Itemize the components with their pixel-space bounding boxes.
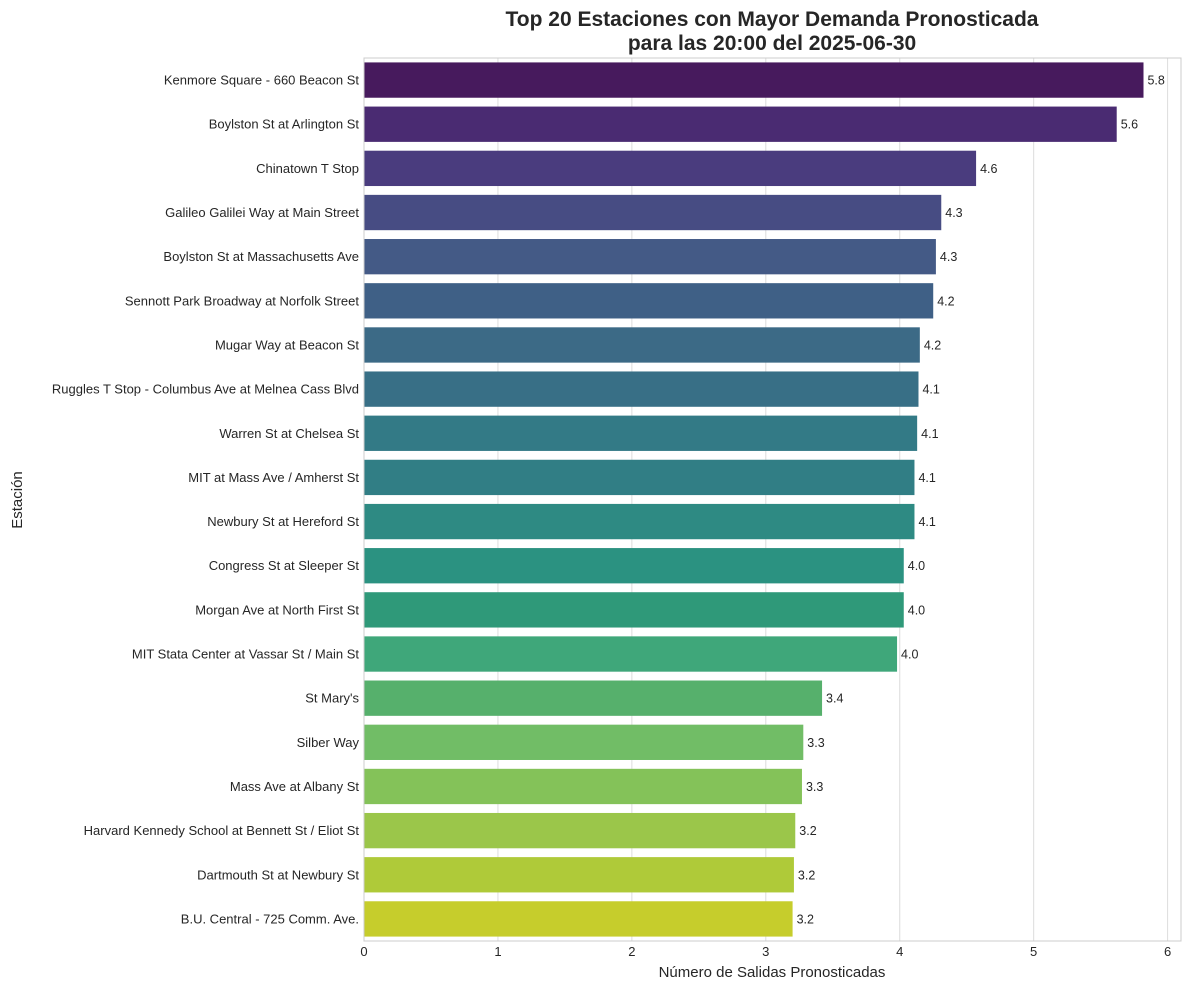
category-label: Morgan Ave at North First St bbox=[195, 602, 359, 617]
x-tick-label: 1 bbox=[494, 944, 501, 959]
bar-value-label: 5.8 bbox=[1147, 74, 1164, 88]
value-labels: 5.8 5.6 4.6 4.3 4.3 4.2 4.2 4.1 4.1 4.1 4.1 4.0 4.0 4… bbox=[797, 74, 1165, 927]
bar bbox=[364, 548, 904, 584]
bar-value-label: 4.1 bbox=[922, 383, 939, 397]
bar bbox=[364, 680, 823, 716]
category-label: Boylston St at Arlington St bbox=[209, 117, 360, 132]
bar bbox=[364, 62, 1144, 98]
bars-group bbox=[364, 62, 1144, 937]
category-label: MIT Stata Center at Vassar St / Main St bbox=[132, 647, 359, 662]
bar bbox=[364, 901, 793, 937]
bar-value-label: 3.4 bbox=[826, 692, 843, 706]
bar-value-label: 4.1 bbox=[918, 515, 935, 529]
bar-value-label: 4.3 bbox=[940, 250, 957, 264]
x-tick-labels: 0 1 2 3 4 5 6 bbox=[360, 944, 1171, 959]
bar-value-label: 5.6 bbox=[1121, 118, 1138, 132]
x-tick-label: 0 bbox=[360, 944, 367, 959]
category-label: Ruggles T Stop - Columbus Ave at Melnea … bbox=[52, 382, 359, 397]
bar-value-label: 4.0 bbox=[901, 648, 918, 662]
bar bbox=[364, 150, 977, 187]
category-label: MIT at Mass Ave / Amherst St bbox=[188, 470, 359, 485]
category-label: B.U. Central - 725 Comm. Ave. bbox=[181, 911, 359, 926]
bar bbox=[364, 327, 920, 363]
bar bbox=[364, 415, 918, 451]
bar bbox=[364, 812, 796, 849]
bar-value-label: 4.0 bbox=[908, 559, 925, 573]
category-label: Warren St at Chelsea St bbox=[219, 426, 359, 441]
category-label: Congress St at Sleeper St bbox=[209, 558, 360, 573]
bar bbox=[364, 768, 802, 805]
bar bbox=[364, 724, 804, 760]
y-axis-label: Estación bbox=[9, 471, 26, 529]
category-label: Mugar Way at Beacon St bbox=[215, 337, 359, 352]
bar-value-label: 3.2 bbox=[797, 912, 814, 926]
bar-value-label: 3.3 bbox=[807, 736, 824, 750]
bar-value-label: 3.2 bbox=[799, 824, 816, 838]
bar-value-label: 3.2 bbox=[798, 868, 815, 882]
x-tick-label: 2 bbox=[628, 944, 635, 959]
x-tick-label: 6 bbox=[1164, 944, 1171, 959]
bar-value-label: 4.3 bbox=[945, 206, 962, 220]
category-label: Harvard Kennedy School at Bennett St / E… bbox=[84, 823, 360, 838]
bar-value-label: 4.1 bbox=[921, 427, 938, 441]
plot-border bbox=[363, 57, 1182, 942]
bar bbox=[364, 636, 898, 672]
bar-value-label: 4.6 bbox=[980, 162, 997, 176]
grid-lines bbox=[363, 58, 1169, 941]
bar bbox=[364, 283, 934, 319]
y-category-labels: Kenmore Square - 660 Beacon St Boylston S… bbox=[52, 73, 360, 927]
bar bbox=[364, 503, 915, 540]
chart-title-line2: para las 20:00 del 2025-06-30 bbox=[628, 32, 916, 55]
category-label: Newbury St at Hereford St bbox=[207, 514, 359, 529]
plot-frame bbox=[363, 57, 1182, 942]
x-tick-label: 4 bbox=[896, 944, 903, 959]
bar-value-label: 4.0 bbox=[908, 603, 925, 617]
bar bbox=[364, 239, 936, 275]
x-tick-label: 5 bbox=[1030, 944, 1037, 959]
bar-value-label: 4.2 bbox=[924, 338, 941, 352]
x-tick-label: 3 bbox=[762, 944, 769, 959]
category-label: Dartmouth St at Newbury St bbox=[197, 867, 359, 882]
x-axis-label: Número de Salidas Pronosticadas bbox=[659, 964, 886, 981]
category-label: Galileo Galilei Way at Main Street bbox=[165, 205, 359, 220]
bar-value-label: 4.2 bbox=[937, 294, 954, 308]
category-label: Mass Ave at Albany St bbox=[230, 779, 359, 794]
bar bbox=[364, 592, 904, 628]
category-label: St Mary's bbox=[305, 691, 359, 706]
category-label: Chinatown T Stop bbox=[256, 161, 359, 176]
bar bbox=[364, 194, 942, 231]
category-label: Boylston St at Massachusetts Ave bbox=[163, 249, 359, 264]
bar bbox=[364, 459, 915, 496]
bar bbox=[364, 371, 919, 407]
bar bbox=[364, 106, 1117, 142]
category-label: Sennott Park Broadway at Norfolk Street bbox=[125, 293, 360, 308]
bar-value-label: 3.3 bbox=[806, 780, 823, 794]
category-label: Kenmore Square - 660 Beacon St bbox=[164, 73, 360, 88]
bar-value-label: 4.1 bbox=[918, 471, 935, 485]
category-label: Silber Way bbox=[297, 735, 360, 750]
chart-title: Top 20 Estaciones con Mayor Demanda Pron… bbox=[506, 8, 1039, 31]
bar bbox=[364, 857, 794, 893]
